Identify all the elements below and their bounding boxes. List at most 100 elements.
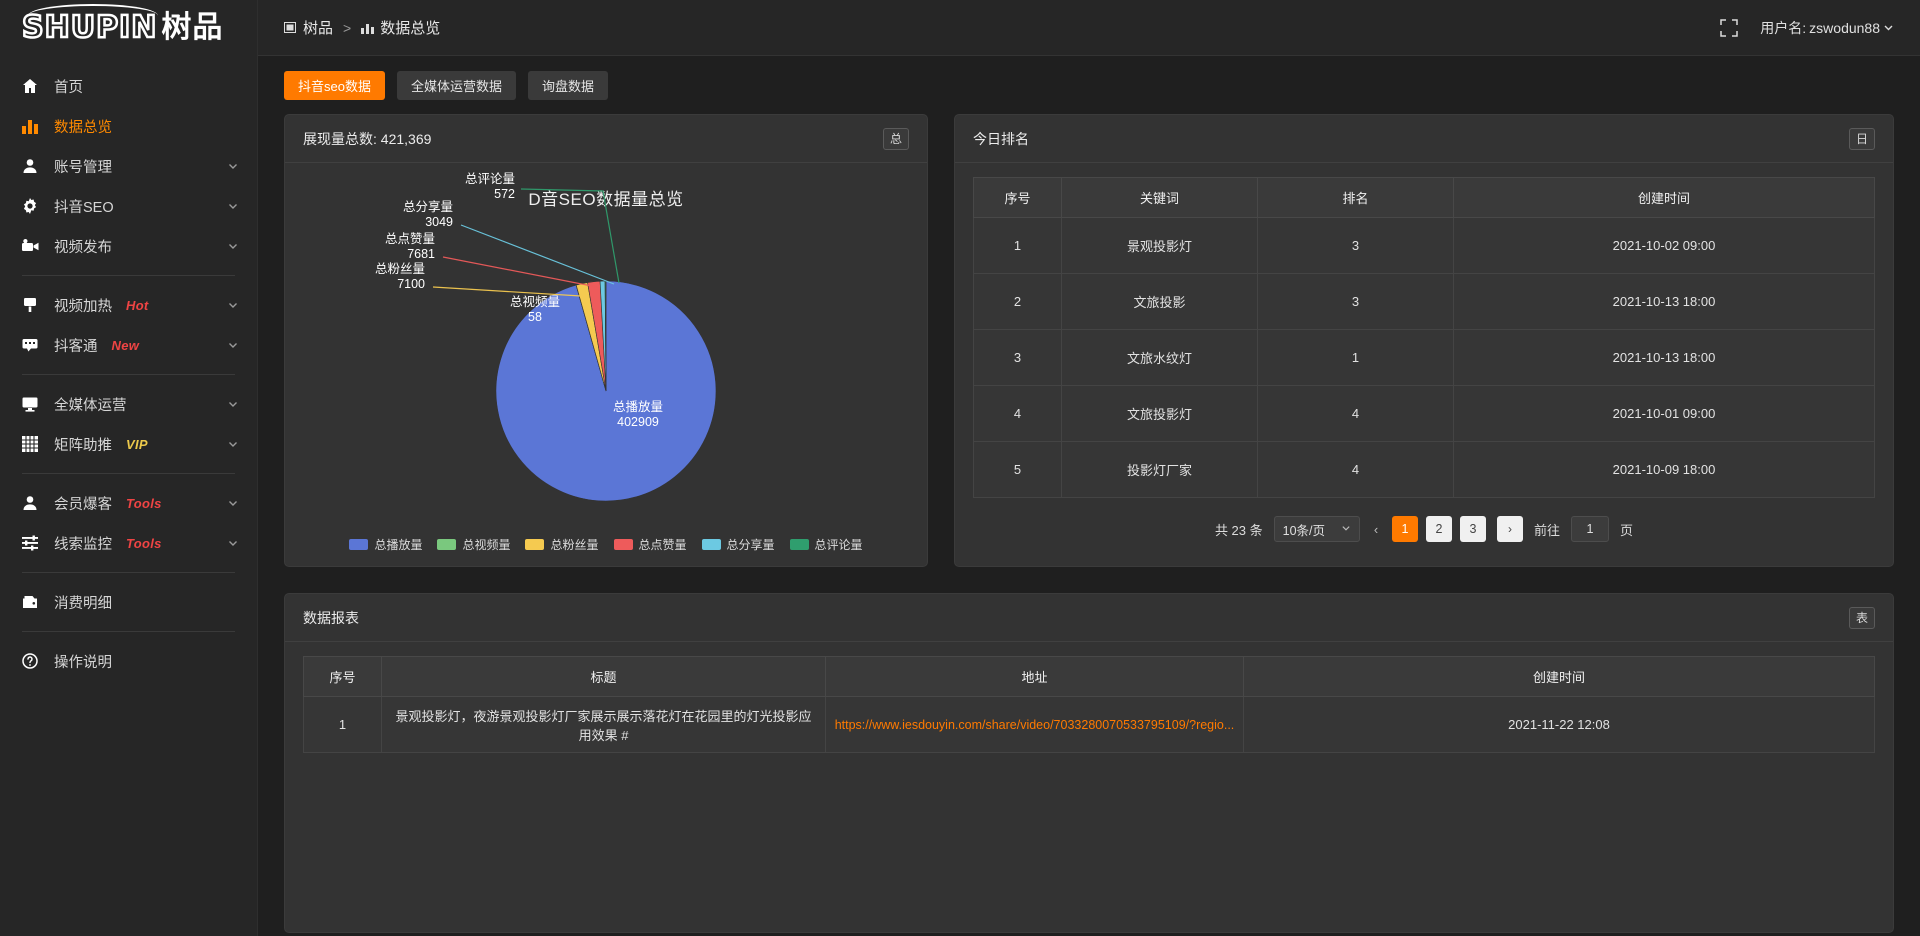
- table-row[interactable]: 4 文旅投影灯 4 2021-10-01 09:00: [973, 385, 1875, 442]
- chart-bar-icon: [361, 21, 375, 34]
- pie-chart-svg[interactable]: 总评论量572总分享量3049总点赞量7681总粉丝量7100总视频量58总播放…: [285, 163, 927, 567]
- chart-period-badge[interactable]: 总: [882, 127, 909, 150]
- sidebar-item-2[interactable]: 账号管理: [0, 146, 257, 186]
- pagination-prev[interactable]: ‹: [1373, 521, 1379, 537]
- chevron-down-icon[interactable]: [227, 200, 239, 212]
- rank-pagination: 共 23 条 10条/页 ‹ 123 › 前往 页: [955, 516, 1893, 542]
- topbar-right: 用户名: zswodun88: [1720, 18, 1894, 38]
- sidebar-item-4[interactable]: 视频发布: [0, 226, 257, 266]
- pagination-goto-input[interactable]: [1571, 516, 1610, 542]
- rank-cell-1: 文旅投影灯: [1061, 385, 1258, 442]
- sidebar: SHUPIN 树品 首页 数据总览 账号管理抖音SEO 视频发布视频加热 Hot 抖客通 N…: [0, 0, 258, 936]
- page-size-select[interactable]: 10条/页: [1273, 516, 1361, 542]
- legend-item-5[interactable]: 总评论量: [789, 536, 863, 553]
- legend-item-0[interactable]: 总播放量: [349, 536, 422, 553]
- sidebar-item-3[interactable]: 抖音SEO: [0, 186, 257, 226]
- sidebar-item-tag: VIP: [126, 436, 148, 452]
- legend-label: 总评论量: [814, 538, 863, 552]
- sidebar-item-5[interactable]: 视频加热 Hot: [0, 285, 257, 325]
- rank-period-badge[interactable]: 日: [1848, 127, 1875, 150]
- sidebar-item-9[interactable]: 会员爆客 Tools: [0, 483, 257, 523]
- rank-col-2: 排名: [1257, 177, 1454, 218]
- tab-0[interactable]: 抖音seo数据: [284, 71, 385, 100]
- rank-cell-0: 3: [973, 329, 1062, 386]
- legend-label: 总视频量: [462, 538, 511, 552]
- table-row[interactable]: 3 文旅水纹灯 1 2021-10-13 18:00: [973, 329, 1875, 386]
- fire-boost-icon: [22, 297, 42, 313]
- page-size-value: 10条/页: [1282, 523, 1326, 538]
- pagination-page-3[interactable]: 3: [1460, 516, 1487, 542]
- sidebar-item-1[interactable]: 数据总览: [0, 106, 257, 146]
- content-area: 展现量总数: 421,369 总 D音SEO数据量总览 总评论量 572 总分享量 3…: [258, 114, 1920, 933]
- top-row: 展现量总数: 421,369 总 D音SEO数据量总览 总评论量 572 总分享量 3…: [284, 114, 1894, 567]
- legend-item-4[interactable]: 总分享量: [701, 536, 775, 553]
- rank-table-body: 1 景观投影灯 3 2021-10-02 09:00 2 文旅投影 3 2021-10-13 …: [973, 217, 1875, 498]
- sidebar-item-12[interactable]: 操作说明: [0, 641, 257, 681]
- report-cell-index: 1: [303, 696, 382, 753]
- sidebar-item-label: 操作说明: [54, 654, 112, 671]
- window-icon: [284, 21, 297, 34]
- chart-bar-icon: [22, 118, 42, 134]
- table-row[interactable]: 1 景观投影灯，夜游景观投影灯厂家展示展示落花灯在花园里的灯光投影应用效果 # ht…: [303, 696, 1875, 753]
- rank-cell-1: 文旅水纹灯: [1061, 329, 1258, 386]
- help-circle-icon: [22, 653, 42, 669]
- table-row[interactable]: 1 景观投影灯 3 2021-10-02 09:00: [973, 217, 1875, 274]
- pie-leader-line-4: [460, 224, 615, 285]
- chevron-down-icon[interactable]: [227, 497, 239, 509]
- legend-swatch: [349, 539, 369, 550]
- sidebar-item-label: 抖音SEO: [54, 199, 114, 216]
- report-view-badge[interactable]: 表: [1848, 606, 1875, 629]
- brand-logo[interactable]: SHUPIN 树品: [0, 0, 257, 56]
- sidebar-item-8[interactable]: 矩阵助推 VIP: [0, 424, 257, 464]
- pagination-goto-label: 前往: [1534, 522, 1561, 538]
- sidebar-item-6[interactable]: 抖客通 New: [0, 325, 257, 365]
- rank-cell-1: 景观投影灯: [1061, 217, 1258, 274]
- chevron-down-icon[interactable]: [227, 398, 239, 410]
- sidebar-item-label: 抖客通: [54, 338, 98, 355]
- pie-chart-area: D音SEO数据量总览 总评论量 572 总分享量 3049 总点赞量 7681 总粉丝量 71…: [285, 163, 927, 567]
- table-row[interactable]: 5 投影灯厂家 4 2021-10-09 18:00: [973, 441, 1875, 498]
- legend-item-1[interactable]: 总视频量: [437, 536, 510, 553]
- chevron-down-icon[interactable]: [227, 240, 239, 252]
- tab-1[interactable]: 全媒体运营数据: [396, 71, 516, 100]
- report-col-2: 地址: [825, 656, 1244, 697]
- sidebar-item-11[interactable]: 消费明细: [0, 582, 257, 622]
- chevron-down-icon[interactable]: [227, 438, 239, 450]
- legend-item-3[interactable]: 总点赞量: [613, 536, 687, 553]
- report-cell-title: 景观投影灯，夜游景观投影灯厂家展示展示落花灯在花园里的灯光投影应用效果 #: [381, 696, 826, 753]
- table-row[interactable]: 2 文旅投影 3 2021-10-13 18:00: [973, 273, 1875, 330]
- breadcrumb-root[interactable]: 树品: [284, 17, 333, 38]
- sidebar-nav: 首页 数据总览 账号管理抖音SEO 视频发布视频加热 Hot 抖客通 New 全媒体运营 矩阵助…: [0, 56, 257, 681]
- chevron-down-icon[interactable]: [227, 339, 239, 351]
- sidebar-item-tag: Tools: [126, 535, 162, 551]
- fullscreen-icon[interactable]: [1720, 18, 1739, 37]
- report-video-link[interactable]: https://www.iesdouyin.com/share/video/70…: [834, 718, 1235, 733]
- rank-cell-1: 投影灯厂家: [1061, 441, 1258, 498]
- chevron-down-icon[interactable]: [227, 160, 239, 172]
- tab-2[interactable]: 询盘数据: [527, 71, 608, 100]
- grid-icon: [22, 436, 42, 452]
- brand-name-cn: 树品: [161, 11, 224, 44]
- sidebar-divider: [22, 473, 235, 474]
- chevron-down-icon[interactable]: [227, 299, 239, 311]
- chevron-down-icon[interactable]: [227, 537, 239, 549]
- report-table-body: 1 景观投影灯，夜游景观投影灯厂家展示展示落花灯在花园里的灯光投影应用效果 # ht…: [303, 696, 1875, 753]
- rank-card-header: 今日排名 日: [955, 115, 1893, 163]
- legend-swatch: [437, 539, 457, 550]
- report-col-1: 标题: [381, 656, 826, 697]
- user-prefix-label: 用户名:: [1760, 19, 1807, 36]
- sidebar-item-7[interactable]: 全媒体运营: [0, 384, 257, 424]
- pagination-next[interactable]: ›: [1497, 516, 1524, 542]
- pagination-page-2[interactable]: 2: [1426, 516, 1453, 542]
- pie-label-value-2: 7100: [397, 277, 425, 291]
- rank-cell-2: 4: [1257, 441, 1454, 498]
- legend-item-2[interactable]: 总粉丝量: [525, 536, 599, 553]
- pie-label-name-2: 总粉丝量: [375, 261, 425, 276]
- sidebar-item-label: 消费明细: [54, 595, 112, 612]
- user-menu[interactable]: 用户名: zswodun88: [1760, 18, 1894, 38]
- sidebar-item-10[interactable]: 线索监控 Tools: [0, 523, 257, 563]
- sidebar-item-0[interactable]: 首页: [0, 66, 257, 106]
- pagination-page-1[interactable]: 1: [1392, 516, 1419, 542]
- pie-label-name-4: 总分享量: [403, 199, 453, 214]
- rank-cell-3: 2021-10-13 18:00: [1453, 273, 1875, 330]
